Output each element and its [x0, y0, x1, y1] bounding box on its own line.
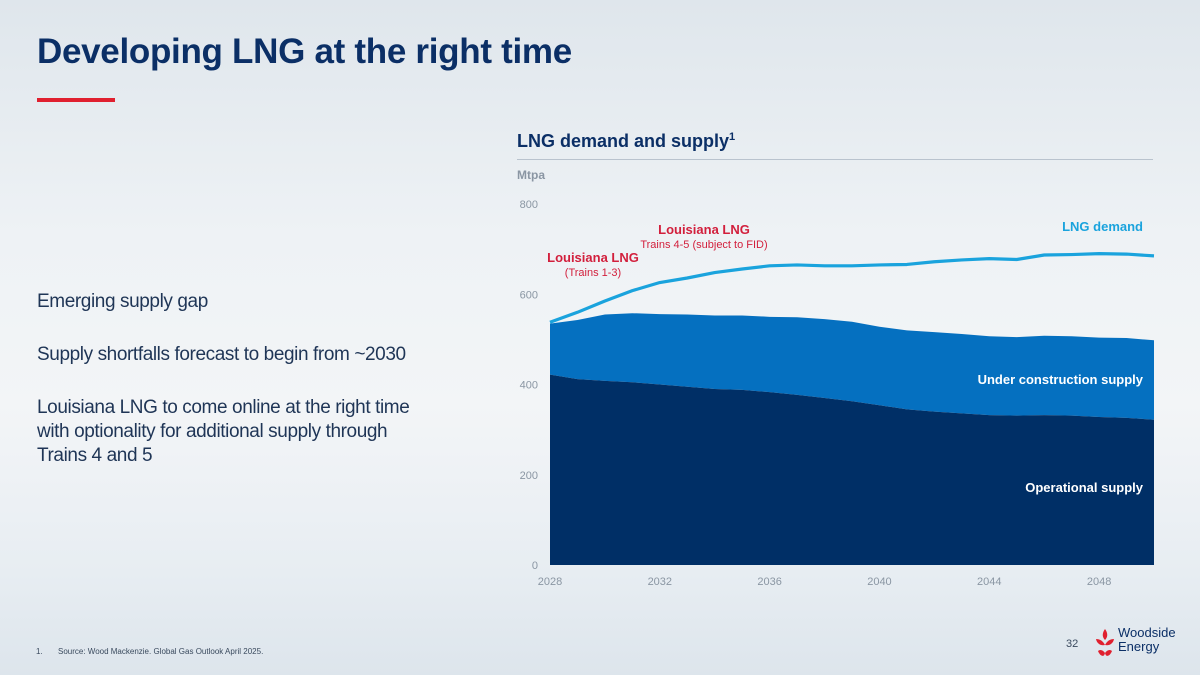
x-tick-label: 2040: [867, 576, 891, 588]
x-tick-label: 2032: [648, 576, 672, 588]
annotation-subtitle-trains-1-3: (Trains 1-3): [565, 267, 621, 279]
chart-title-text: LNG demand and supply: [517, 131, 730, 151]
brand-line-1: Woodside: [1118, 625, 1176, 640]
page-number: 32: [1066, 638, 1079, 650]
under-construction-supply-area: [550, 313, 1154, 420]
x-tick-label: 2028: [538, 576, 562, 588]
brand-line-2: Energy: [1118, 639, 1160, 654]
x-tick-label: 2048: [1087, 576, 1111, 588]
annotation-title-trains-4-5: Louisiana LNG: [658, 222, 750, 237]
woodside-logo-icon: [1096, 629, 1114, 656]
x-tick-label: 2044: [977, 576, 1001, 588]
x-tick-label: 2036: [757, 576, 781, 588]
annotation-title-trains-1-3: Louisiana LNG: [547, 250, 639, 265]
y-axis-unit-label: Mtpa: [517, 168, 545, 182]
y-tick-label: 800: [520, 199, 538, 211]
page-title: Developing LNG at the right time: [37, 32, 572, 71]
series-label-under-construction: Under construction supply: [978, 372, 1144, 387]
annotation-subtitle-trains-4-5: Trains 4-5 (subject to FID): [640, 239, 767, 251]
y-tick-label: 0: [532, 560, 538, 572]
bullet-list: Emerging supply gap Supply shortfalls fo…: [37, 290, 437, 497]
brand-wordmark: Woodside Energy: [1118, 626, 1176, 654]
y-tick-label: 200: [520, 470, 538, 482]
y-tick-label: 400: [520, 380, 538, 392]
bullet-item: Supply shortfalls forecast to begin from…: [37, 344, 406, 365]
chart-title-footnote-marker: 1: [729, 131, 736, 143]
chart-title-rule: [517, 159, 1153, 160]
series-label-operational: Operational supply: [1025, 480, 1144, 495]
operational-supply-area: [550, 374, 1154, 565]
title-accent-bar: [37, 98, 115, 102]
footnote-number: 1.: [36, 647, 43, 656]
footnote-text: Source: Wood Mackenzie. Global Gas Outlo…: [58, 647, 264, 656]
y-tick-label: 600: [520, 289, 538, 301]
chart-title: LNG demand and supply1: [517, 131, 735, 152]
footnote: 1. Source: Wood Mackenzie. Global Gas Out…: [36, 647, 263, 656]
series-label-lng-demand: LNG demand: [1062, 219, 1143, 234]
bullet-item: Louisiana LNG to come online at the righ…: [37, 397, 410, 466]
bullet-item: Emerging supply gap: [37, 291, 208, 312]
lng-demand-line: [549, 252, 1155, 324]
